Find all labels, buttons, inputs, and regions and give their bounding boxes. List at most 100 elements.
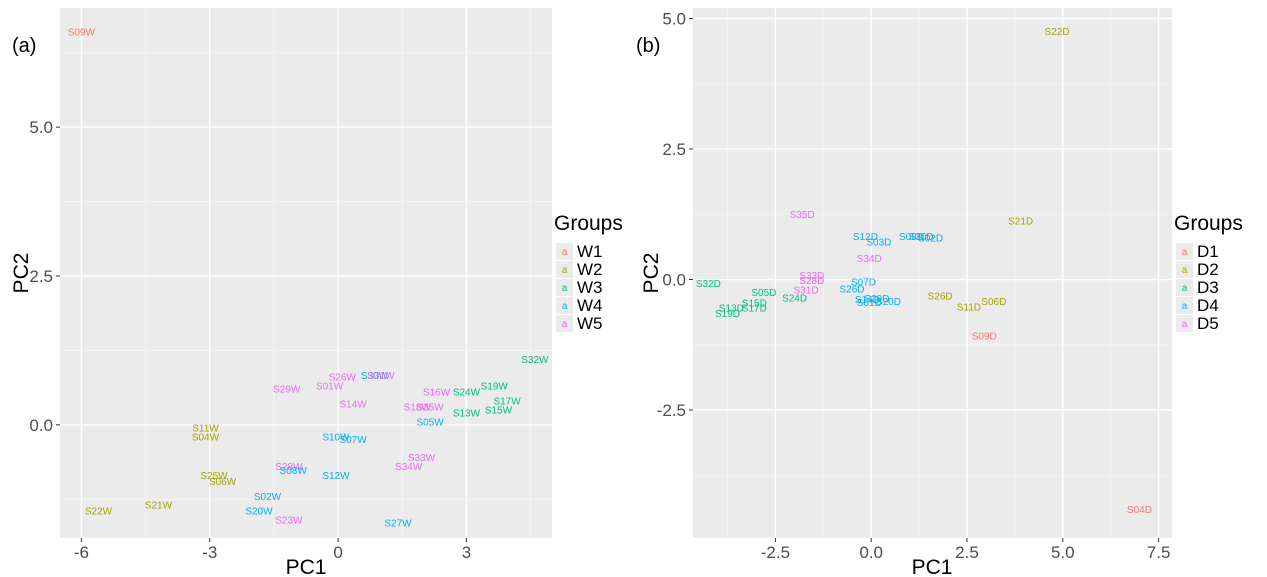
legend-key-glyph: a bbox=[1182, 283, 1188, 294]
legend-key-box bbox=[556, 315, 573, 332]
point-label-s26d: S26D bbox=[928, 292, 953, 303]
point-label-s25w: S25W bbox=[200, 471, 228, 482]
legend-entry-d3: D3 bbox=[1197, 278, 1219, 297]
legend-entry-w4: W4 bbox=[577, 296, 603, 315]
point-label-s22w: S22W bbox=[85, 507, 113, 518]
point-label-s27w: S27W bbox=[384, 519, 412, 530]
legend-key-glyph: a bbox=[562, 319, 568, 330]
legend-key-glyph: a bbox=[562, 301, 568, 312]
legend-key-glyph: a bbox=[562, 265, 568, 276]
point-label-s08d: S08D bbox=[899, 232, 924, 243]
point-label-s09d: S09D bbox=[972, 331, 997, 342]
panel-a-scatter: -6 -3 0 30.02.55.0S09WS22WS21WS11WS04WS25WS… bbox=[10, 8, 623, 577]
legend-key-box bbox=[1176, 243, 1193, 260]
point-label-s30d: S30D bbox=[908, 232, 933, 243]
point-label-s17d: S17D bbox=[742, 304, 767, 315]
legend-a: Groups a W1 a W2 a W3 a W4 a W5 bbox=[554, 212, 623, 333]
x-tick-label: 5.0 bbox=[1051, 543, 1075, 562]
point-label-s29w: S29W bbox=[273, 385, 301, 396]
point-label-s23w: S23W bbox=[275, 516, 303, 527]
point-label-s02d: S02D bbox=[918, 233, 943, 244]
point-label-s05w: S05W bbox=[416, 417, 444, 428]
point-label-s28w: S28W bbox=[275, 462, 303, 473]
point-label-s05d: S05D bbox=[751, 288, 776, 299]
point-label-s04d: S04D bbox=[1127, 505, 1152, 516]
point-label-s02w: S02W bbox=[254, 492, 282, 503]
legend-entry-d4: D4 bbox=[1197, 296, 1219, 315]
point-label-s19d: S19D bbox=[715, 309, 740, 320]
point-label-s13d: S13D bbox=[719, 304, 744, 315]
legend-key-glyph: a bbox=[562, 283, 568, 294]
point-label-s31d: S31D bbox=[794, 285, 819, 296]
point-label-s26d: S26D bbox=[840, 284, 865, 295]
point-label-s03d: S03D bbox=[866, 237, 891, 248]
legend-key-glyph: a bbox=[1182, 265, 1188, 276]
point-label-s18w: S18W bbox=[404, 402, 432, 413]
point-label-s20d: S20D bbox=[876, 297, 901, 308]
panel-b-scatter: -2.5 0.0 2.5 5.0 7.5 -2.5 0.0 2.5 5.0 S22D S04D S21… bbox=[636, 8, 1243, 577]
point-label-s19w: S19W bbox=[481, 382, 509, 393]
point-label-s16w: S16W bbox=[423, 388, 451, 399]
legend-entry-d1: D1 bbox=[1197, 242, 1219, 261]
point-label-s15d: S15D bbox=[742, 299, 767, 310]
legend-key-box bbox=[1176, 297, 1193, 314]
point-label-s26w: S26W bbox=[329, 373, 357, 384]
y-axis-title: PC2 bbox=[640, 253, 663, 294]
legend-title: Groups bbox=[1174, 212, 1243, 235]
point-label-s15w: S15W bbox=[485, 405, 513, 416]
legend-entry-w3: W3 bbox=[577, 278, 603, 297]
legend-entry-w5: W5 bbox=[577, 314, 603, 333]
x-tick-label: -6 bbox=[74, 543, 89, 562]
point-label-s24w: S24W bbox=[453, 388, 481, 399]
legend-key-box bbox=[556, 243, 573, 260]
point-label-s21w: S21W bbox=[145, 501, 173, 512]
plot-panel-a bbox=[60, 8, 552, 538]
plot-panel-b bbox=[693, 8, 1172, 538]
x-tick-label: 0 bbox=[333, 543, 342, 562]
point-label-s33w: S33W bbox=[408, 453, 436, 464]
panel-label-b: (b) bbox=[636, 35, 660, 57]
point-label-s07w: S07W bbox=[339, 435, 367, 446]
point-label-s35w: S35W bbox=[416, 402, 444, 413]
legend-b: Groups a D1 a D2 a D3 a D4 a D5 bbox=[1174, 212, 1243, 333]
point-label-s11d: S11D bbox=[957, 303, 981, 314]
panel-label-a: (a) bbox=[12, 35, 36, 57]
x-tick-label: 7.5 bbox=[1147, 543, 1171, 562]
point-label-s09w: S09W bbox=[68, 27, 96, 38]
x-tick-label: -2.5 bbox=[761, 543, 790, 562]
point-label-s13w: S13W bbox=[453, 408, 481, 419]
x-tick-label: 2.5 bbox=[955, 543, 979, 562]
point-label-s14d: S14D bbox=[855, 295, 880, 306]
legend-entry-w2: W2 bbox=[577, 260, 603, 279]
y-tick-label: 2.5 bbox=[29, 267, 53, 286]
point-label-s10w: S10W bbox=[322, 432, 350, 443]
point-label-s06w: S06W bbox=[209, 477, 237, 488]
y-tick-label: 2.5 bbox=[662, 140, 686, 159]
legend-entry-d5: D5 bbox=[1197, 314, 1219, 333]
point-label-s17w: S17W bbox=[493, 397, 521, 408]
point-label-s01w: S01W bbox=[316, 382, 344, 393]
x-tick-label: -3 bbox=[202, 543, 217, 562]
point-label-s14w: S14W bbox=[339, 400, 367, 411]
point-label-s33d: S33D bbox=[799, 271, 824, 282]
legend-key-box bbox=[556, 297, 573, 314]
point-label-s35d: S35D bbox=[790, 210, 815, 221]
y-tick-label: 5.0 bbox=[29, 118, 53, 137]
point-label-s32w: S32W bbox=[521, 355, 549, 366]
y-tick-label: 0.0 bbox=[29, 416, 53, 435]
legend-key-box bbox=[556, 279, 573, 296]
y-tick-label: 5.0 bbox=[662, 9, 686, 28]
point-label-s30w: S30W bbox=[361, 371, 389, 382]
legend-key-box bbox=[1176, 315, 1193, 332]
x-tick-label: 0.0 bbox=[859, 543, 883, 562]
point-label-s01d: S01D bbox=[857, 298, 882, 309]
point-label-s20w: S20W bbox=[245, 507, 273, 518]
point-label-s07d: S07D bbox=[851, 278, 876, 289]
point-label-s32d: S32D bbox=[696, 279, 721, 290]
legend-key-glyph: a bbox=[1182, 301, 1188, 312]
y-axis-title: PC2 bbox=[10, 253, 33, 294]
point-label-s21d: S21D bbox=[1008, 217, 1033, 228]
point-label-s11w: S11W bbox=[192, 423, 219, 434]
legend-key-box bbox=[556, 261, 573, 278]
